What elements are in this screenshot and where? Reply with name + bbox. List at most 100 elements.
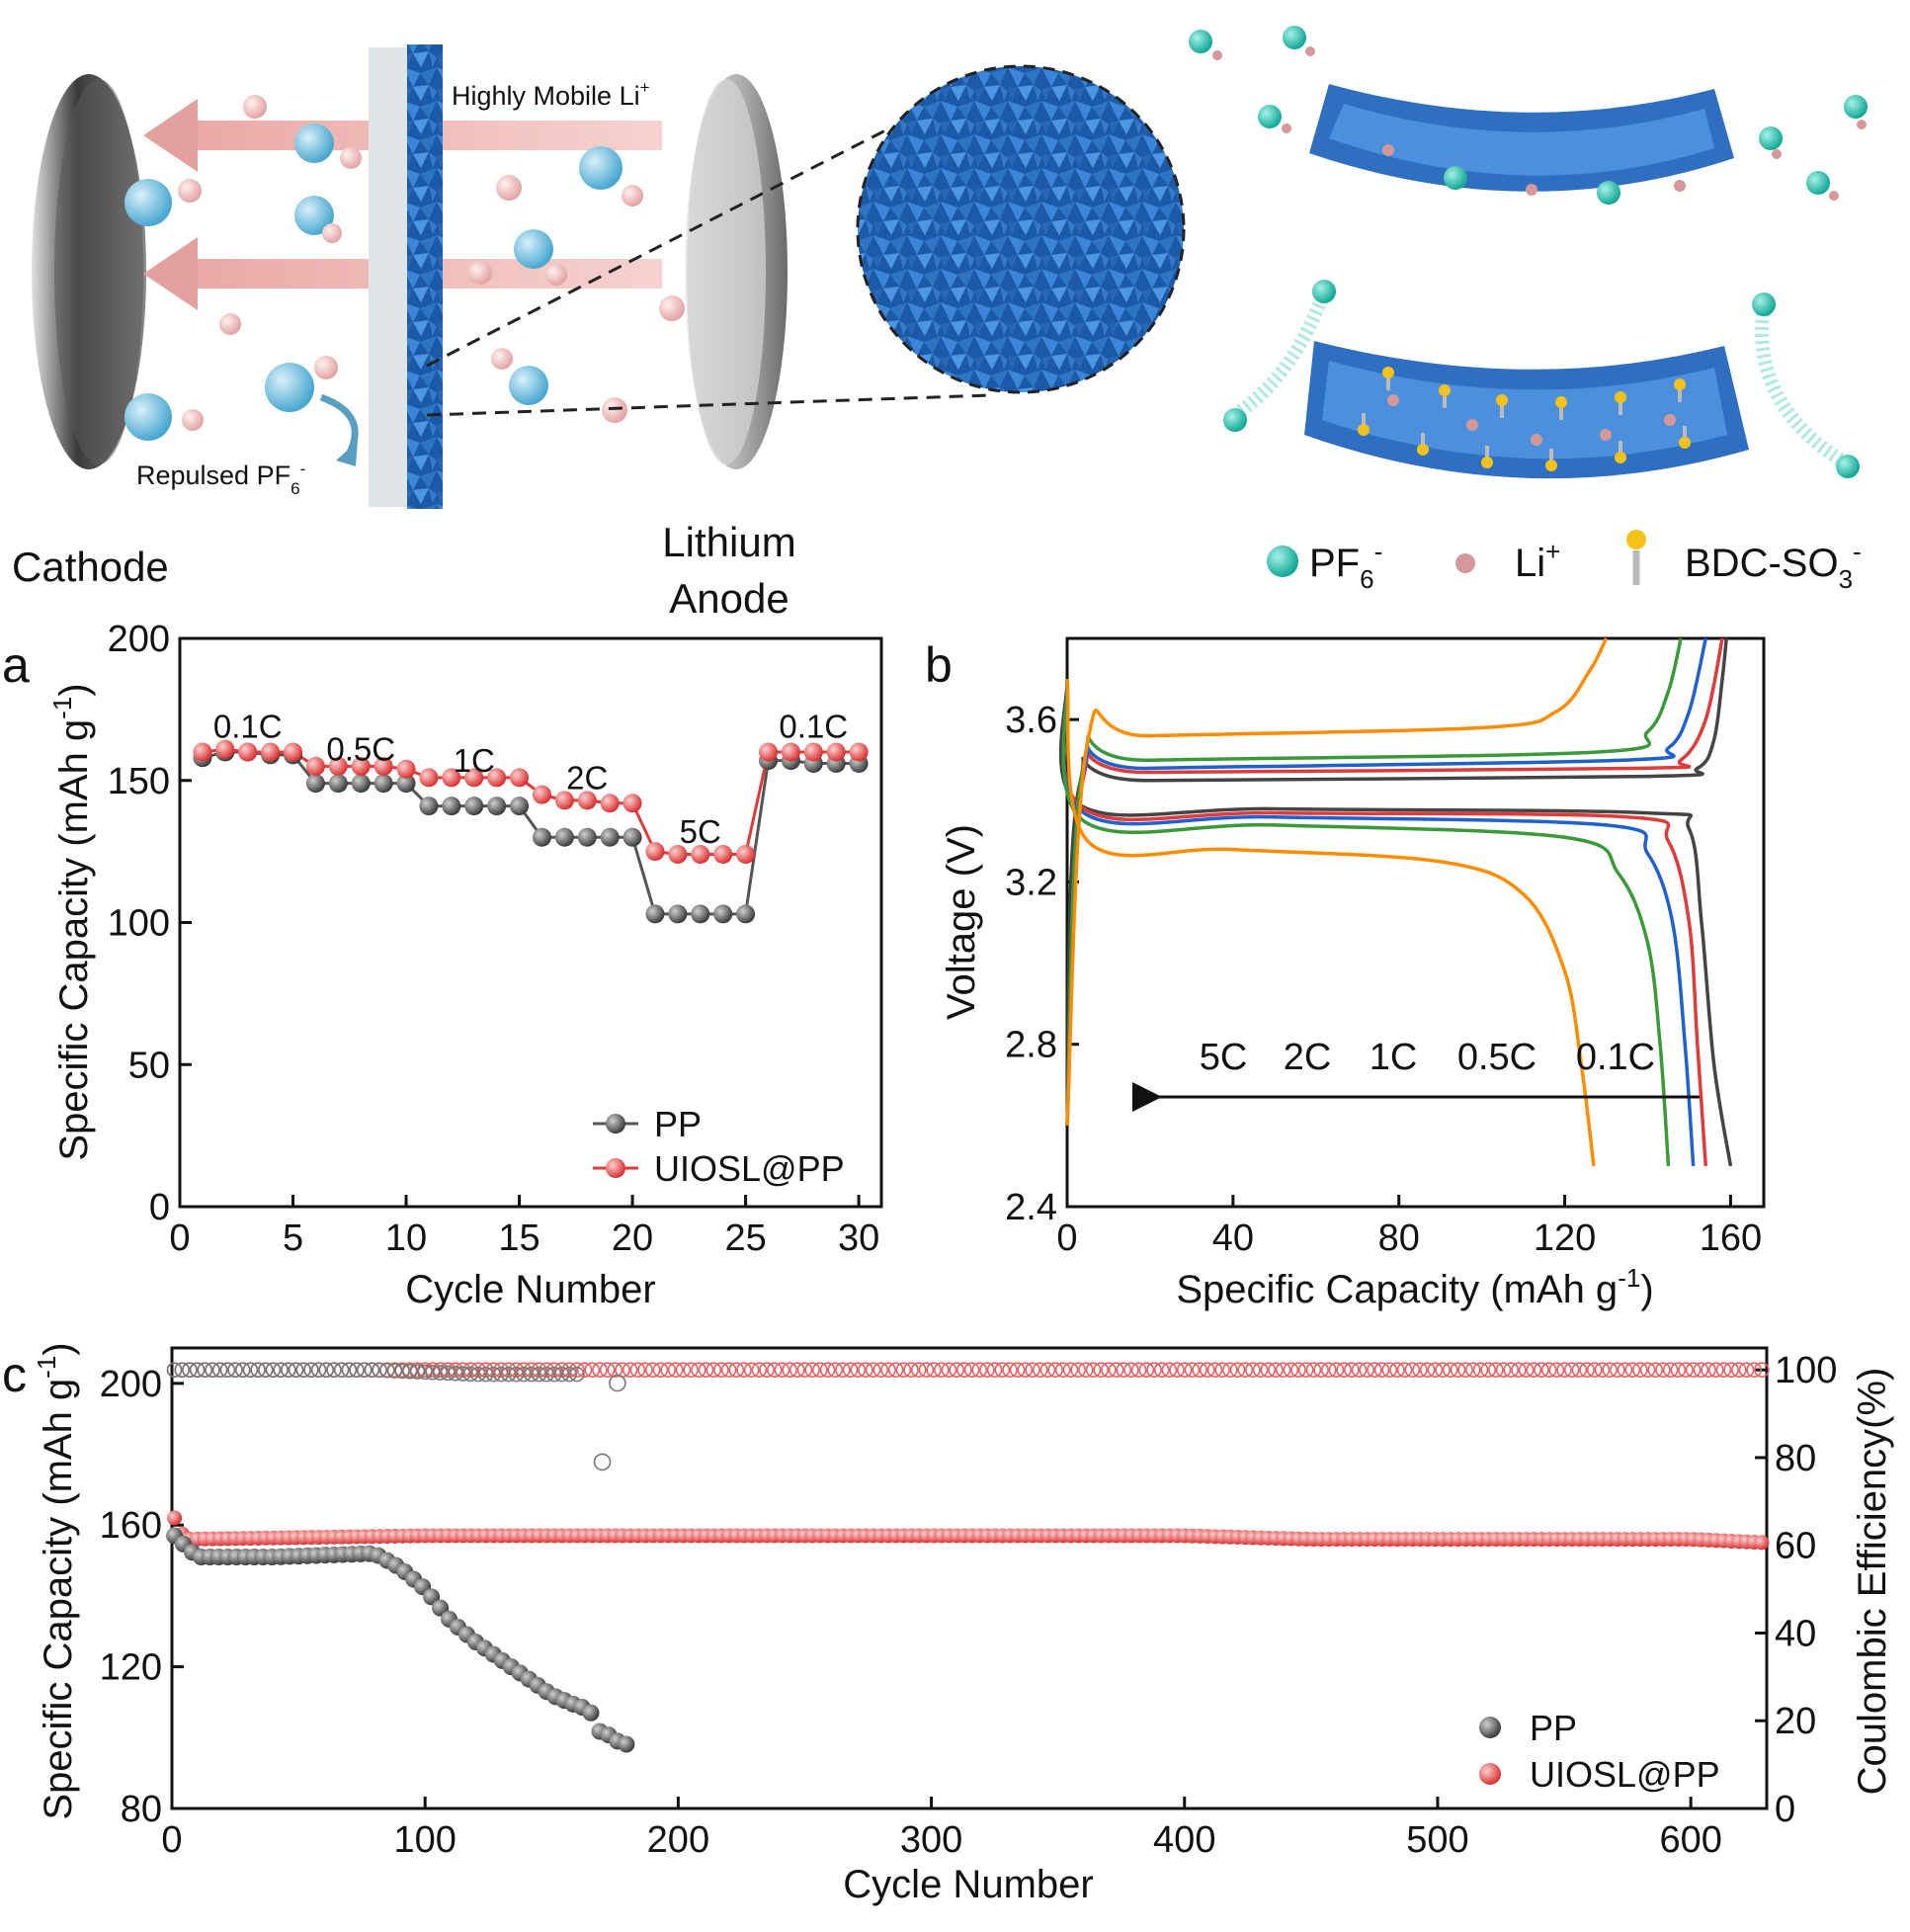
panel-c-ytick-label: 160 <box>100 1505 162 1547</box>
panel-c-ce-point-uiosl <box>1108 1362 1124 1378</box>
panel-c-ce-point-uiosl <box>895 1362 912 1378</box>
panel-c-ce-point-pp <box>553 1366 570 1383</box>
panel-a-point-uiosl <box>736 845 756 864</box>
panel-a-point-uiosl <box>758 742 778 762</box>
panel-a-point-pp <box>351 774 371 794</box>
panel-a-point-uiosl <box>510 768 530 788</box>
panel-c-ce-point-uiosl <box>751 1362 768 1378</box>
panel-c-ce-point-uiosl <box>1002 1362 1018 1378</box>
panel-c-xtick-label: 500 <box>1406 1819 1468 1861</box>
panel-c-xtick-label: 200 <box>647 1819 709 1861</box>
panel-a-point-uiosl <box>193 742 212 762</box>
panel-a-point-pp <box>464 797 484 816</box>
panel-a-point-uiosl <box>238 742 258 762</box>
panel-c-ce-point-pp <box>303 1362 319 1378</box>
panel-c-ce-point-uiosl <box>485 1362 502 1378</box>
panel-c-ce-point-uiosl <box>1153 1362 1170 1378</box>
panel-c-plot-frame <box>170 1346 1769 1810</box>
panel-c-ce-point-uiosl <box>622 1362 638 1378</box>
panel-c-xtick-label: 400 <box>1153 1819 1215 1861</box>
panel-c-ce-point-pp <box>539 1366 554 1383</box>
panel-c-ce-point-uiosl <box>1054 1362 1071 1378</box>
panel-a-point-pp <box>374 774 393 794</box>
repulse-arrow <box>319 393 359 459</box>
panel-c-ce-point-uiosl <box>1146 1362 1162 1378</box>
panel-c-y2tick-label: 40 <box>1775 1613 1816 1654</box>
panel-c-ce-point-uiosl <box>1586 1362 1603 1378</box>
panel-a-point-pp <box>532 827 551 847</box>
panel-c-ce-point-uiosl <box>599 1362 616 1378</box>
panel-a-legend-pp: PP <box>654 1104 702 1144</box>
panel-c-ce-point-uiosl <box>1617 1362 1633 1378</box>
panel-a-point-uiosl <box>645 842 665 862</box>
panel-a-point-uiosl <box>826 742 846 762</box>
panel-a-point-uiosl <box>284 742 303 762</box>
panel-c-ce-point-pp <box>500 1366 517 1383</box>
panel-a-point-uiosl <box>691 845 710 864</box>
panel-b: b 0 40 80 120 160 2.4 2.8 3.2 3.6 5C 2C 1C 0.5C 0.1C… <box>925 636 1766 1311</box>
panel-c-ce-point-pp <box>432 1365 449 1381</box>
panel-c-ce-point-uiosl <box>759 1362 775 1378</box>
panel-a-point-uiosl <box>623 794 642 813</box>
highly-mobile-label: Highly Mobile Li+ <box>452 78 650 111</box>
panel-c-ce-point-uiosl <box>1639 1362 1656 1378</box>
panel-c-ce-point-uiosl <box>1313 1362 1329 1378</box>
panel-c-ce-point-uiosl <box>1396 1362 1413 1378</box>
panel-a-point-uiosl <box>351 756 371 776</box>
panel-c-ce-point-uiosl <box>1556 1362 1572 1378</box>
panel-c-ce-point-pp <box>333 1362 350 1378</box>
panel-a-point-uiosl <box>487 768 507 788</box>
panel-a-ylabel: Specific Capacity (mAh g-1) <box>47 683 96 1160</box>
anode-label-line2: Anode <box>669 575 789 622</box>
panel-c-ce-point-uiosl <box>1305 1362 1322 1378</box>
panel-c-ce-point-pp <box>349 1362 365 1378</box>
panel-c-ce-point-uiosl <box>1039 1362 1056 1378</box>
panel-c-ce-point-pp <box>205 1362 220 1378</box>
panel-c-ce-point-pp <box>546 1366 562 1383</box>
panel-c-ce-point-uiosl <box>774 1362 790 1378</box>
panel-a-point-pp <box>623 827 642 847</box>
panel-c-ce-point-pp <box>273 1362 289 1378</box>
panel-a-point-pp <box>713 904 733 924</box>
panel-c-ce-point-uiosl <box>1579 1362 1595 1378</box>
panel-c-ce-point-uiosl <box>1404 1362 1421 1378</box>
panel-a-rate-label: 1C <box>454 742 495 779</box>
panel-c-ce-point-uiosl <box>576 1362 593 1378</box>
panel-a-point-uiosl <box>215 739 235 759</box>
separator-membrane <box>369 44 443 509</box>
panel-c-ce-point-uiosl <box>1511 1362 1527 1378</box>
panel-c-ce-point-uiosl <box>569 1362 585 1378</box>
panel-c-ce-point-uiosl <box>1268 1362 1284 1378</box>
panel-c-ce-point-uiosl <box>1085 1362 1102 1378</box>
legend-bdc-label: BDC-SO3- <box>1685 537 1862 594</box>
panel-a-xtick-label: 0 <box>169 1218 190 1259</box>
panel-c-ce-point-uiosl <box>652 1362 669 1378</box>
panel-c-ce-point-uiosl <box>835 1362 851 1378</box>
panel-c-ce-point-pp <box>516 1366 532 1383</box>
panel-c-ce-point-uiosl <box>910 1362 927 1378</box>
panel-b-discharge-curve-0p1c <box>1058 678 1733 1167</box>
panel-c-ce-point-uiosl <box>1548 1362 1565 1378</box>
panel-c-ce-point-pp <box>455 1366 471 1382</box>
panel-a-point-pp <box>328 774 348 794</box>
panel-c-ytick-label: 120 <box>100 1647 162 1689</box>
panel-a-point-uiosl <box>532 785 551 804</box>
panel-c-ce-point-uiosl <box>1252 1362 1269 1378</box>
pf6-repelled-trails <box>1223 280 1860 478</box>
panel-a-xlabel: Cycle Number <box>405 1268 655 1311</box>
panel-a-xtick-label: 20 <box>612 1218 653 1259</box>
panel-a-xtick-label: 25 <box>724 1218 766 1259</box>
panel-c-y2label: Coulombic Efficiency(%) <box>1851 1368 1894 1796</box>
panel-a-point-uiosl <box>577 791 597 810</box>
panel-c-ce-point-uiosl <box>455 1362 471 1378</box>
panel-b-xlabel: Specific Capacity (mAh g-1) <box>1176 1263 1653 1311</box>
panel-a-ytick-label: 150 <box>108 761 170 802</box>
panel-a-point-pp <box>419 797 439 816</box>
panel-c-ce-point-pp <box>417 1364 433 1381</box>
panel-c-ce-point-uiosl <box>1359 1362 1375 1378</box>
panel-c-ce-point-uiosl <box>934 1362 950 1378</box>
panel-c-ce-point-uiosl <box>1723 1362 1739 1378</box>
panel-c-ce-point-uiosl <box>1685 1362 1702 1378</box>
panel-c-y2tick-label: 80 <box>1775 1438 1816 1479</box>
panel-c-ce-point-uiosl <box>1032 1362 1048 1378</box>
